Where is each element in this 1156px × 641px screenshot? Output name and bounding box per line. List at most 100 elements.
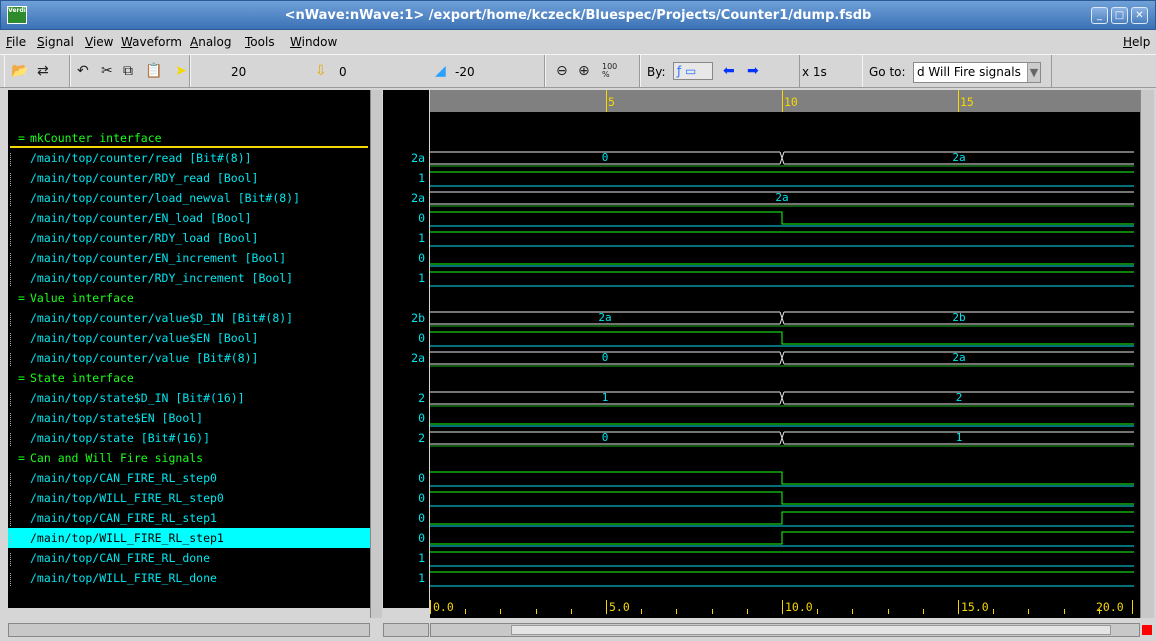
signal-list-scrollbar[interactable] <box>370 90 382 618</box>
time-ruler-bottom[interactable]: 0.0 5.0 10.0 15.0 20.0 <box>430 598 1140 618</box>
group-header[interactable]: = mkCounter interface <box>8 128 370 148</box>
bus-segment[interactable] <box>430 351 780 365</box>
menu-analog[interactable]: Analog <box>190 35 232 49</box>
signal-value: 0 <box>418 531 425 545</box>
signal-row[interactable]: /main/top/counter/EN_increment [Bool] <box>8 248 370 268</box>
signal-row[interactable]: /main/top/WILL_FIRE_RL_done <box>8 568 370 588</box>
signal-row[interactable]: /main/top/WILL_FIRE_RL_step1 <box>8 528 370 548</box>
signal-row[interactable]: /main/top/counter/value$D_IN [Bit#(8)] <box>8 308 370 328</box>
paste-icon[interactable]: 📋 <box>145 63 163 79</box>
open-file-icon[interactable]: 📂 <box>11 63 29 79</box>
signal-row[interactable]: /main/top/state$EN [Bool] <box>8 408 370 428</box>
copy-icon[interactable]: ⧉ <box>123 63 133 79</box>
bus-value-label: 2b <box>952 311 965 324</box>
cursor-icon[interactable]: ➤ <box>175 63 187 79</box>
signal-name: /main/top/counter/RDY_load [Bool] <box>30 231 259 245</box>
get-signals-icon[interactable]: ⇄ <box>37 63 49 79</box>
close-button[interactable]: ✕ <box>1131 7 1148 24</box>
edit-toolbar-group: ↶ ✂ ⧉ 📋 ➤ <box>70 55 190 87</box>
menu-file[interactable]: File <box>6 35 27 49</box>
value-panel[interactable]: 2a 1 2a 0 1 0 1 2b 0 2a 2 0 2 0 0 0 0 1 1 <box>383 90 429 608</box>
signal-row[interactable]: /main/top/counter/value$EN [Bool] <box>8 328 370 348</box>
waveform-canvas[interactable]: 0 2a 2a 2a 2b 0 2a 1 2 0 1 <box>430 90 1140 618</box>
menu-waveform[interactable]: Waveform <box>121 35 182 49</box>
bus-value-label: 0 <box>602 351 609 364</box>
signal-waveform[interactable] <box>430 211 1134 225</box>
signal-value: 0 <box>418 331 425 345</box>
marker-icon[interactable]: ⇩ <box>315 63 327 79</box>
waveform-scroll-thumb[interactable] <box>511 625 1111 635</box>
bus-segment[interactable] <box>784 311 1134 325</box>
menu-tools[interactable]: Tools <box>245 35 275 49</box>
search-forward-icon[interactable]: ➡ <box>747 63 759 79</box>
minimize-button[interactable]: _ <box>1091 7 1108 24</box>
signal-waveform[interactable] <box>430 471 1134 485</box>
search-by-edge-icon[interactable]: ƒ ▭ <box>673 62 713 80</box>
cut-icon[interactable]: ✂ <box>101 63 113 79</box>
bus-segment[interactable] <box>784 151 1134 165</box>
signal-row[interactable]: /main/top/CAN_FIRE_RL_step0 <box>8 468 370 488</box>
zoom-100-icon[interactable]: 100% <box>602 62 618 79</box>
signal-waveform[interactable] <box>430 491 1134 505</box>
search-backward-icon[interactable]: ⬅ <box>723 63 735 79</box>
group-header[interactable]: = State interface <box>8 368 370 388</box>
ruler-label: 15 <box>960 95 974 109</box>
goto-toolbar-group: Go to: <box>862 55 1052 87</box>
signal-row[interactable]: /main/top/counter/RDY_load [Bool] <box>8 228 370 248</box>
bus-value-label: 1 <box>956 431 963 444</box>
zoom-in-icon[interactable]: ⊕ <box>578 63 590 79</box>
bus-segment[interactable] <box>430 191 1134 205</box>
file-toolbar-group: 📂 ⇄ <box>4 55 70 87</box>
value-horizontal-scrollbar[interactable] <box>383 623 429 637</box>
bus-segment[interactable] <box>784 351 1134 365</box>
signal-row[interactable]: /main/top/counter/value [Bit#(8)] <box>8 348 370 368</box>
waveform-vertical-scrollbar[interactable] <box>1140 90 1154 618</box>
waveform-horizontal-scrollbar[interactable] <box>430 623 1140 637</box>
tree-branch-icon <box>10 253 15 266</box>
menu-view[interactable]: View <box>85 35 114 49</box>
signal-value: 0 <box>418 511 425 525</box>
bus-segment[interactable] <box>430 311 780 325</box>
delta-time: -20 <box>455 65 475 79</box>
bus-segment[interactable] <box>784 431 1134 445</box>
menu-help[interactable]: Help <box>1123 35 1151 49</box>
signal-row[interactable]: /main/top/CAN_FIRE_RL_done <box>8 548 370 568</box>
signal-row[interactable]: /main/top/counter/RDY_increment [Bool] <box>8 268 370 288</box>
signal-row[interactable]: /main/top/counter/EN_load [Bool] <box>8 208 370 228</box>
signal-value: 1 <box>418 231 425 245</box>
maximize-button[interactable]: □ <box>1111 7 1128 24</box>
signal-row[interactable]: /main/top/state [Bit#(16)] <box>8 428 370 448</box>
bus-segment[interactable] <box>784 391 1134 405</box>
group-header[interactable]: = Value interface <box>8 288 370 308</box>
bus-segment[interactable] <box>430 151 780 165</box>
menu-signal[interactable]: Signal <box>37 35 74 49</box>
bus-value-label: 2a <box>598 311 611 324</box>
group-header[interactable]: = Can and Will Fire signals <box>8 448 370 468</box>
goto-input[interactable]: d Will Fire signals <box>913 62 1041 83</box>
undo-icon[interactable]: ↶ <box>77 63 89 79</box>
chevron-down-icon[interactable]: ▼ <box>1027 63 1040 82</box>
waveform-panel[interactable]: 5 10 15 0 2a 2a 2a 2b 0 2a 1 2 0 1 0.0 5.0 10.0 15.0 20.… <box>430 90 1140 618</box>
bus-segment[interactable] <box>430 431 780 445</box>
signal-row[interactable]: /main/top/WILL_FIRE_RL_step0 <box>8 488 370 508</box>
signal-waveform[interactable] <box>430 331 1134 345</box>
signal-waveform[interactable] <box>430 511 1134 525</box>
ruler-tick <box>535 609 537 614</box>
signal-row[interactable]: /main/top/counter/load_newval [Bit#(8)] <box>8 188 370 208</box>
signal-row[interactable]: /main/top/CAN_FIRE_RL_step1 <box>8 508 370 528</box>
signal-row[interactable]: /main/top/counter/RDY_read [Bool] <box>8 168 370 188</box>
time-ruler-top[interactable]: 5 10 15 <box>430 90 1140 112</box>
signal-row[interactable]: /main/top/state$D_IN [Bit#(16)] <box>8 388 370 408</box>
title-bar[interactable]: Verdi <nWave:nWave:1> /export/home/kczec… <box>0 0 1156 30</box>
group-name: Can and Will Fire signals <box>30 451 204 465</box>
ruler-tick <box>817 609 819 614</box>
menu-window[interactable]: Window <box>290 35 338 49</box>
bus-segment[interactable] <box>430 391 780 405</box>
signal-list-panel[interactable]: = mkCounter interface/main/top/counter/re… <box>8 90 370 608</box>
signal-horizontal-scrollbar[interactable] <box>8 623 370 637</box>
signal-value: 2b <box>411 311 425 325</box>
tree-branch-icon <box>10 473 15 486</box>
zoom-out-icon[interactable]: ⊖ <box>556 63 568 79</box>
signal-waveform[interactable] <box>430 531 1134 545</box>
signal-row[interactable]: /main/top/counter/read [Bit#(8)] <box>8 148 370 168</box>
